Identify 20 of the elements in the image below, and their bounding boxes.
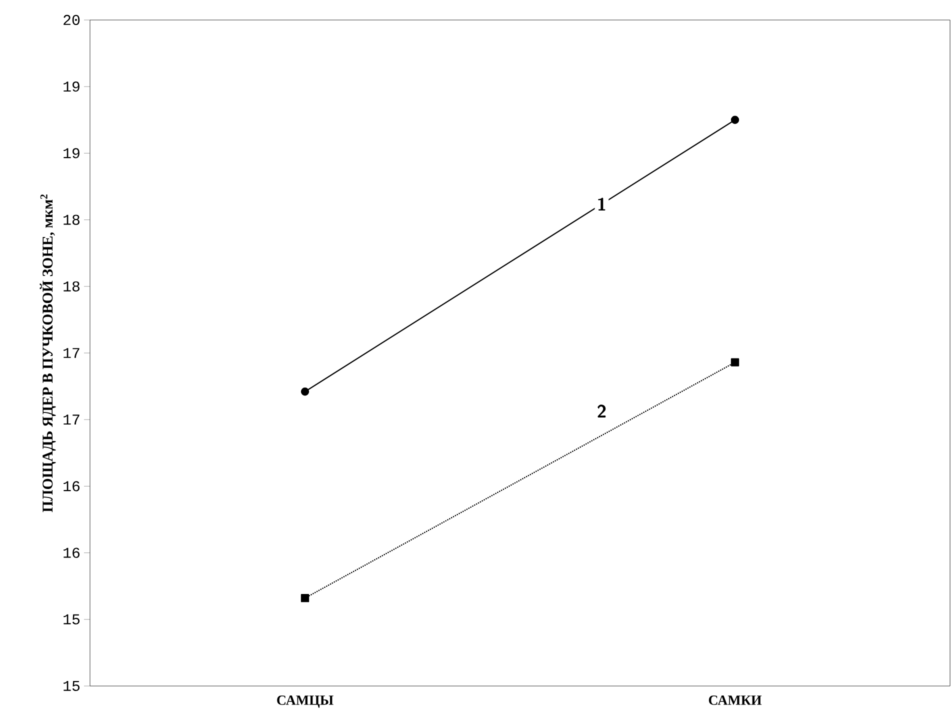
y-tick-label: 19 (64, 148, 80, 158)
point (730, 358, 740, 366)
y-tick-label: 18 (64, 214, 80, 225)
series-label: 2 (598, 404, 606, 418)
x-tick-label: САМЦЫ (277, 696, 334, 708)
point (300, 388, 310, 396)
y-tick-label: 17 (64, 348, 80, 358)
y-tick-label: 18 (64, 281, 80, 292)
point (730, 116, 740, 124)
point (300, 594, 310, 602)
x-tick-label: САМКИ (708, 696, 762, 705)
y-tick-label: 20 (64, 14, 80, 26)
series-label: 1 (598, 198, 606, 211)
y-axis-title: ПЛОЩАДЬ ЯДЕР В ПУЧКОВОЙ ЗОНЕ, мкм$^{2}$ (40, 194, 56, 512)
y-tick-label: 16 (64, 481, 80, 492)
y-tick-label: 19 (64, 82, 80, 92)
y-tick-label: 16 (64, 548, 80, 558)
y-tick-label: 17 (64, 414, 80, 425)
y-tick-label: 15 (64, 681, 80, 691)
y-tick-label: 15 (64, 614, 80, 624)
